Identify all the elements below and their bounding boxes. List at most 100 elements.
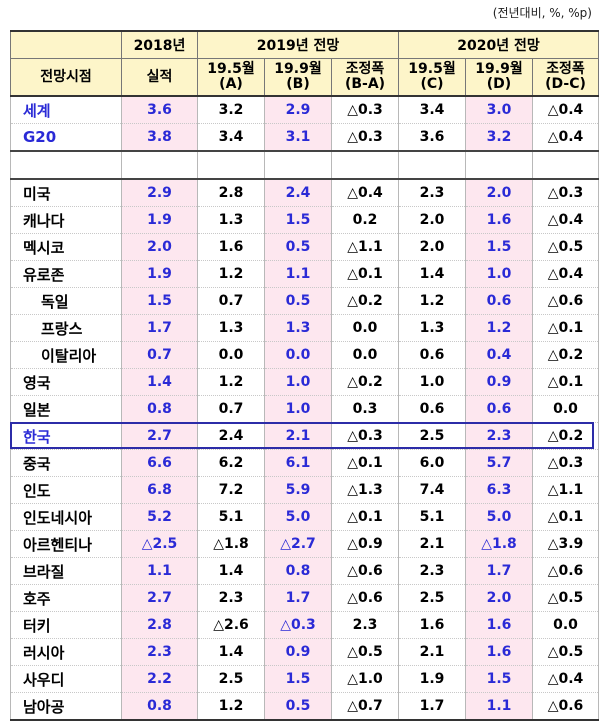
row-value-col-2: 2.4 — [197, 422, 265, 450]
row-value-col-2: △2.6 — [197, 611, 265, 639]
row-value-col-5: 0.6 — [398, 341, 466, 369]
row-value-col-5: 3.4 — [398, 96, 466, 124]
row-value-col-7: 0.0 — [532, 611, 599, 639]
row-value-col-7: △0.4 — [532, 123, 599, 152]
row-value-col-7: △0.6 — [532, 557, 599, 585]
row-country-name: 브라질 — [10, 557, 122, 585]
table-row: 이탈리아 0.7 0.0 0.0 0.0 0.6 0.4 △0.2 — [10, 341, 599, 369]
row-value-col-5: 0.6 — [398, 395, 466, 423]
row-value-col-4: △0.9 — [331, 530, 399, 558]
row-country-name: 영국 — [10, 368, 122, 396]
row-value-col-6: 0.9 — [465, 368, 533, 396]
row-value-col-1: 2.0 — [121, 233, 198, 261]
row-value-col-3: 5.0 — [264, 503, 332, 531]
row-value-col-5: 3.6 — [398, 123, 466, 152]
row-value-col-1: 5.2 — [121, 503, 198, 531]
row-value-col-2: 1.2 — [197, 692, 265, 721]
row-value-col-7: △0.4 — [532, 206, 599, 234]
row-value-col-4: △1.0 — [331, 665, 399, 693]
row-value-col-1: 2.7 — [121, 584, 198, 612]
row-value-col-2: 1.3 — [197, 206, 265, 234]
row-value-col-2: 5.1 — [197, 503, 265, 531]
row-value-col-3: 0.8 — [264, 557, 332, 585]
row-value-col-7: △0.4 — [532, 665, 599, 693]
row-value-col-6: 1.6 — [465, 611, 533, 639]
row-value-col-5: 5.1 — [398, 503, 466, 531]
row-value-col-2: 3.2 — [197, 96, 265, 124]
row-value-col-4: △0.3 — [331, 96, 399, 124]
row-value-col-1: 1.7 — [121, 314, 198, 342]
table-row: 호주 2.7 2.3 1.7 △0.6 2.5 2.0 △0.5 — [10, 584, 599, 612]
row-value-col-7: △0.5 — [532, 584, 599, 612]
row-value-col-6: 0.6 — [465, 287, 533, 315]
row-value-col-4: △0.3 — [331, 422, 399, 450]
row-value-col-3: 2.1 — [264, 422, 332, 450]
row-value-col-5: 1.7 — [398, 692, 466, 721]
row-value-col-1: 2.9 — [121, 179, 198, 207]
row-value-col-7: △3.9 — [532, 530, 599, 558]
row-country-name: 인도 — [10, 476, 122, 504]
row-value-col-4: △0.2 — [331, 368, 399, 396]
row-value-col-1: 1.9 — [121, 260, 198, 288]
subheader-col-4: 조정폭 (B-A) — [331, 58, 399, 97]
table-row: 프랑스 1.7 1.3 1.3 0.0 1.3 1.2 △0.1 — [10, 314, 599, 342]
row-value-col-6: △1.8 — [465, 530, 533, 558]
row-value-col-7: △0.3 — [532, 179, 599, 207]
row-value-col-4: 2.3 — [331, 611, 399, 639]
row-value-col-6: 2.0 — [465, 584, 533, 612]
row-value-col-6: 3.0 — [465, 96, 533, 124]
subheader-col-5: 19.5월 (C) — [398, 58, 466, 97]
row-value-col-2: 1.4 — [197, 638, 265, 666]
row-value-col-4: △0.5 — [331, 638, 399, 666]
table-row: 캐나다 1.9 1.3 1.5 0.2 2.0 1.6 △0.4 — [10, 206, 599, 234]
table-row: 브라질 1.1 1.4 0.8 △0.6 2.3 1.7 △0.6 — [10, 557, 599, 585]
row-value-col-6: 1.0 — [465, 260, 533, 288]
row-value-col-6: 5.7 — [465, 449, 533, 477]
row-value-col-1: 3.6 — [121, 96, 198, 124]
row-value-col-4: 0.2 — [331, 206, 399, 234]
table-row: 아르헨티나 △2.5 △1.8 △2.7 △0.9 2.1 △1.8 △3.9 — [10, 530, 599, 558]
row-value-col-6: 1.2 — [465, 314, 533, 342]
header-blank — [10, 30, 122, 59]
row-value-col-1: 2.8 — [121, 611, 198, 639]
row-value-col-7: △0.1 — [532, 368, 599, 396]
table-row: 세계 3.6 3.2 2.9 △0.3 3.4 3.0 △0.4 — [10, 96, 599, 124]
row-value-col-2: 2.5 — [197, 665, 265, 693]
table-row: 인도 6.8 7.2 5.9 △1.3 7.4 6.3 △1.1 — [10, 476, 599, 504]
row-value-col-7: △0.6 — [532, 287, 599, 315]
row-value-col-4: △0.1 — [331, 449, 399, 477]
row-value-col-4: △0.6 — [331, 584, 399, 612]
row-country-name: G20 — [10, 123, 122, 152]
table-row: 일본 0.8 0.7 1.0 0.3 0.6 0.6 0.0 — [10, 395, 599, 423]
row-country-name: 호주 — [10, 584, 122, 612]
row-country-name: 러시아 — [10, 638, 122, 666]
row-value-col-6: 3.2 — [465, 123, 533, 152]
row-value-col-3: 1.0 — [264, 368, 332, 396]
row-value-col-6: 1.6 — [465, 206, 533, 234]
row-country-name: 프랑스 — [10, 314, 122, 342]
row-value-col-5: 1.3 — [398, 314, 466, 342]
row-value-col-2: 1.6 — [197, 233, 265, 261]
row-value-col-3: 1.1 — [264, 260, 332, 288]
row-value-col-1: △2.5 — [121, 530, 198, 558]
row-value-col-3: 3.1 — [264, 123, 332, 152]
row-value-col-4: 0.0 — [331, 314, 399, 342]
row-country-name: 아르헨티나 — [10, 530, 122, 558]
row-value-col-7: △0.2 — [532, 422, 599, 450]
unit-note: (전년대비, %, %p) — [492, 6, 592, 20]
subheader-col-1: 실적 — [121, 58, 198, 97]
row-value-col-1: 2.7 — [121, 422, 198, 450]
row-value-col-7: △0.4 — [532, 260, 599, 288]
row-value-col-3: 5.9 — [264, 476, 332, 504]
row-country-name: 독일 — [10, 287, 122, 315]
row-value-col-1: 1.5 — [121, 287, 198, 315]
row-value-col-5: 2.1 — [398, 638, 466, 666]
row-value-col-3: 2.9 — [264, 96, 332, 124]
row-value-col-1: 6.8 — [121, 476, 198, 504]
row-value-col-3: 0.9 — [264, 638, 332, 666]
row-value-col-6: 5.0 — [465, 503, 533, 531]
row-value-col-5: 2.5 — [398, 584, 466, 612]
row-country-name: 한국 — [10, 422, 122, 450]
header-forecast-time: 전망시점 — [10, 58, 122, 97]
row-value-col-5: 2.1 — [398, 530, 466, 558]
